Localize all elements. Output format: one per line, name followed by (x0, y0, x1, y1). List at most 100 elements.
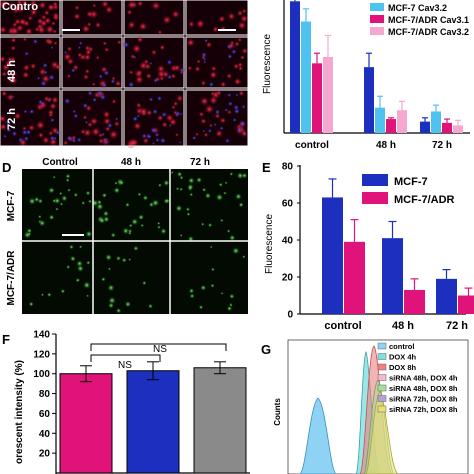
cell-dot (215, 193, 224, 202)
cell-dot (209, 70, 218, 80)
cell-dot (209, 95, 218, 105)
cell-dot (91, 97, 98, 103)
cell-dot (29, 62, 37, 70)
cell-dot (235, 93, 239, 97)
cell-dot (209, 245, 213, 249)
panel-d-letter: D (2, 160, 11, 175)
cell-dot (100, 276, 106, 282)
cell-dot (127, 231, 132, 236)
cell-dot (219, 218, 224, 223)
cell-dot (205, 41, 213, 48)
cell-dot (227, 101, 234, 107)
panel-e-ytick-0: 0 (287, 310, 293, 321)
cell-dot (122, 227, 130, 235)
cell-dot (21, 71, 30, 79)
cell-dot (76, 137, 82, 143)
panel-e-ytick-4: 80 (282, 162, 294, 173)
cell-dot (237, 20, 247, 30)
cell-dot (98, 217, 106, 224)
panel-b-legend-text-1: MCF-7 Cav3.2 (388, 3, 447, 13)
cell-dot (161, 111, 168, 118)
cell-dot (10, 77, 18, 84)
panel-b-bar-0-3 (323, 57, 333, 133)
cell-dot (167, 74, 173, 80)
cell-dot (32, 38, 39, 45)
cell-dot (77, 45, 82, 50)
cell-dot (70, 67, 76, 73)
panel-f-bracket-2 (90, 343, 227, 351)
cell-dot (77, 52, 83, 58)
cell-dot (210, 267, 215, 272)
panel-f-ytick-6: 120 (33, 349, 50, 360)
cell-dot (92, 3, 97, 8)
cell-dot (83, 74, 89, 80)
cell-dot (75, 277, 81, 283)
cell-dot (156, 95, 163, 102)
cell-dot (189, 293, 195, 299)
cell-dot (98, 138, 104, 145)
cell-dot (224, 108, 229, 113)
cell-dot (52, 13, 60, 22)
cell-dot (0, 114, 7, 123)
cell-dot (66, 134, 73, 142)
cell-dot (238, 120, 246, 128)
panel-g-letter: G (261, 342, 271, 357)
cell-dot (102, 210, 110, 217)
cell-dot (140, 223, 145, 228)
cell-dot (27, 15, 34, 21)
cell-dot (200, 284, 207, 291)
panel-d-col-label-control: Control (42, 157, 78, 168)
cell-dot (229, 293, 235, 300)
cell-dot (96, 89, 103, 97)
cell-dot (82, 102, 89, 109)
cell-dot (71, 137, 76, 141)
cell-dot (104, 5, 114, 14)
cell-dot (6, 56, 13, 63)
cell-dot (150, 126, 157, 134)
cell-dot (170, 171, 174, 175)
cell-dot (66, 264, 71, 270)
panel-e-xtick-2: 72 h (446, 320, 468, 332)
cell-dot (133, 55, 137, 59)
panel-g-legend-swatch-0 (377, 342, 387, 350)
panel-f-ytick-1: 20 (39, 449, 51, 460)
panel-f-ns-1: NS (118, 360, 132, 371)
panel-d-col-label-48h: 48 h (121, 157, 141, 168)
cell-dot (237, 37, 242, 43)
cell-dot (168, 123, 172, 128)
panel-e-legend-text-mcf7adr: MCF-7/ADR (394, 194, 455, 206)
cell-dot (60, 288, 66, 294)
panel-g-legend-swatch-3 (377, 374, 387, 381)
cell-dot (61, 194, 68, 202)
panel-g-legend-text-3: siRNA 48h, DOX 4h (389, 374, 458, 383)
cell-dot (141, 133, 147, 139)
cell-dot (106, 122, 113, 129)
cell-dot (241, 172, 248, 179)
panel-e-ytick-2: 40 (282, 236, 294, 247)
panel-f-ytick-4: 80 (39, 389, 51, 400)
cell-dot (175, 186, 180, 191)
cell-dot (159, 137, 167, 144)
cell-dot (200, 80, 207, 86)
cell-dot (49, 102, 57, 111)
cell-dot (86, 260, 91, 266)
cell-dot (239, 14, 249, 24)
panel-e-bar-1-0 (382, 238, 403, 314)
cell-dot (179, 175, 184, 180)
cell-dot (23, 109, 28, 114)
cell-dot (121, 257, 127, 263)
cell-dot (33, 196, 40, 203)
cell-dot (24, 27, 34, 36)
cell-dot (45, 24, 55, 35)
cell-dot (219, 117, 227, 124)
cell-dot (127, 20, 136, 29)
cell-dot (223, 191, 227, 196)
cell-dot (65, 173, 71, 179)
cell-dot (1, 71, 8, 77)
cell-dot (74, 5, 80, 11)
panel-g-legend-text-5: siRNA 72h, DOX 8h (389, 395, 458, 404)
cell-dot (173, 64, 181, 72)
cell-dot (156, 221, 161, 226)
cell-dot (115, 255, 122, 261)
cell-dot (63, 97, 71, 105)
